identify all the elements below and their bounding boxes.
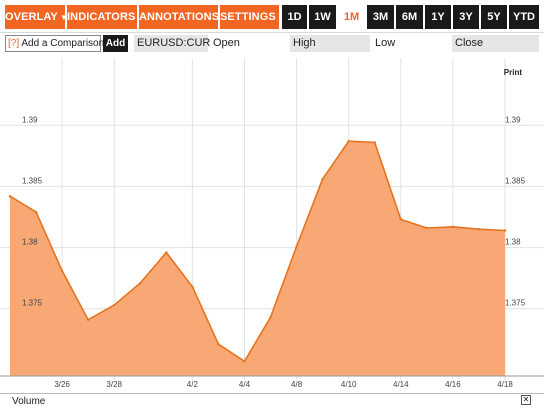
price-point [399,218,402,221]
settings-menu-label: SETTINGS [220,11,276,23]
settings-menu-button[interactable]: SETTINGS▼ [220,5,286,29]
price-point [165,251,168,254]
x-tick-label: 4/18 [497,380,513,389]
chevron-down-icon: ▼ [59,13,68,22]
y-tick-label-right: 1.39 [505,115,521,124]
indicators-menu-button[interactable]: INDICATORS▼ [67,5,145,29]
y-tick-label-left: 1.385 [22,176,43,185]
x-tick-label: 4/10 [341,380,357,389]
price-point [86,318,90,321]
price-point [451,225,455,228]
price-point [139,281,142,285]
annotations-menu-label: ANNOTATIONS [139,11,220,23]
range-6m-button[interactable]: 6M [396,5,423,29]
close-icon[interactable]: ✕ [521,395,531,405]
range-1m-button[interactable]: 1M [338,5,365,29]
price-point [217,343,220,346]
comparison-row: [?] Add a Comparison Add EURUSD:CUR Open… [0,33,544,54]
range-1d-button[interactable]: 1D [282,5,307,29]
volume-label: Volume [12,396,46,407]
price-point [243,360,246,363]
x-tick-label: 4/4 [239,380,251,389]
range-1w-button[interactable]: 1W [309,5,336,29]
range-5y-button[interactable]: 5Y [481,5,507,29]
price-point [269,316,272,319]
y-tick-label-left: 1.39 [22,115,38,124]
range-3m-button[interactable]: 3M [367,5,394,29]
high-label: High [290,35,370,52]
low-label: Low [375,37,396,49]
price-point [347,139,350,143]
volume-panel: Volume ✕ [0,393,544,408]
open-label: Open [213,37,240,49]
price-point [295,245,298,248]
price-point [60,269,64,273]
print-link[interactable]: Print [503,68,522,77]
x-tick-label: 4/16 [445,380,461,389]
range-3y-button[interactable]: 3Y [453,5,479,29]
price-point [8,195,12,198]
overlay-menu-label: OVERLAY [5,11,58,23]
x-tick-label: 4/8 [291,380,303,389]
close-label: Close [452,35,539,52]
add-comparison-placeholder: Add a Comparison [21,38,105,49]
help-icon[interactable]: [?] [8,38,20,49]
range-1y-button[interactable]: 1Y [425,5,451,29]
x-tick-label: 4/14 [393,380,409,389]
indicators-menu-label: INDICATORS [67,11,136,23]
x-tick-label: 4/2 [187,380,199,389]
x-tick-label: 3/28 [106,380,122,389]
x-tick-label: 3/26 [54,380,70,389]
price-chart[interactable]: 1.375 1.375 1.38 1.38 1.385 1.385 1.39 1.39 3/26… [0,55,544,393]
range-ytd-button[interactable]: YTD [509,5,539,29]
overlay-menu-button[interactable]: OVERLAY ▼ [5,5,68,29]
price-point [425,226,429,230]
chart-toolbar: OVERLAY▼ INDICATORS▼ ANNOTATIONS▼ SETTIN… [0,0,544,33]
price-point [191,285,194,288]
price-point [34,210,38,214]
y-tick-label-left: 1.375 [22,299,43,308]
y-tick-label-right: 1.375 [505,299,526,308]
y-tick-label-left: 1.38 [22,238,38,247]
add-comparison-input[interactable]: [?] Add a Comparison [5,35,105,52]
price-point [321,177,324,181]
annotations-menu-button[interactable]: ANNOTATIONS▼ [139,5,229,29]
add-comparison-button[interactable]: Add [103,35,128,52]
price-point [477,228,481,231]
chevron-down-icon: ▼ [278,13,286,22]
price-line [9,140,506,363]
symbol-label: EURUSD:CUR [134,35,210,52]
y-tick-label-right: 1.385 [505,176,526,185]
price-point [373,141,376,144]
price-area [10,141,505,376]
y-tick-label-right: 1.38 [505,238,521,247]
price-point [113,303,116,307]
price-point [503,229,507,232]
